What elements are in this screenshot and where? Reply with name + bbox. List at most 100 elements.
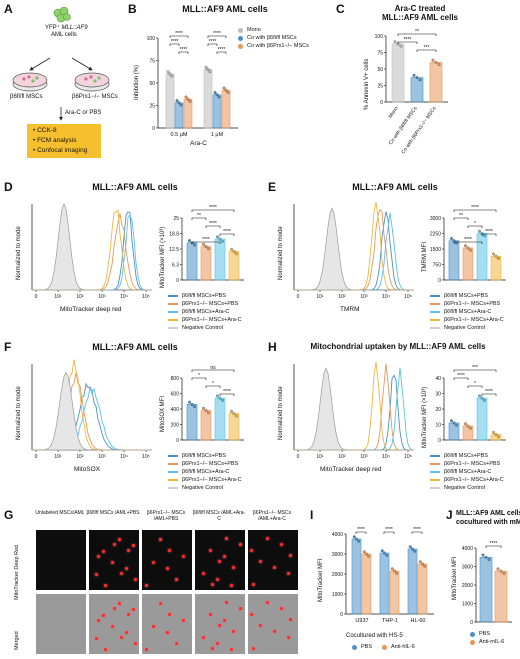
row-label-mitotracker: MitoTracker Deep Red xyxy=(14,544,20,600)
legend-swatch xyxy=(168,471,178,473)
red-signal-spot xyxy=(113,607,116,610)
panel-j-ylabel: MitoTracker MFI xyxy=(452,556,458,600)
red-signal-spot xyxy=(104,648,107,651)
panel-label-i: I xyxy=(310,508,314,522)
significance-label: **** xyxy=(209,39,217,45)
legend-label: β6fl/fl MSCs+PBS xyxy=(444,293,488,299)
significance-label: **** xyxy=(213,31,221,37)
histogram-curve xyxy=(32,359,152,451)
red-signal-spot xyxy=(225,601,228,604)
x-tick-label: 10⁴ xyxy=(120,294,128,300)
y-tick-label: 4000 xyxy=(332,532,343,538)
replicate-point xyxy=(483,234,486,238)
red-signal-spot xyxy=(175,578,178,581)
legend-label: β6Prx1−/− MSCs+Ara-C xyxy=(444,317,504,323)
panel-d-histogram: 0 10¹ 10² 10³ 10⁴ 10⁵ xyxy=(18,194,158,304)
replicate-point xyxy=(418,78,422,82)
red-signal-spot xyxy=(120,636,123,639)
red-signal-spot xyxy=(125,631,128,634)
legend-swatch xyxy=(168,463,178,465)
panel-f-hist-ylabel: Normalized to mode xyxy=(16,386,22,440)
bar-c xyxy=(391,43,405,103)
significance-label: * xyxy=(474,381,476,387)
x-tick-label: 10³ xyxy=(98,454,106,460)
replicate-point xyxy=(190,402,194,406)
replicate-point xyxy=(408,545,412,549)
significance-bracket xyxy=(178,51,189,54)
replicate-point xyxy=(362,550,366,554)
replicate-point xyxy=(204,65,208,69)
replicate-point xyxy=(385,553,389,557)
significance-bracket xyxy=(169,35,189,38)
replicate-point xyxy=(431,58,435,62)
red-signal-spot xyxy=(209,549,212,552)
red-signal-spot xyxy=(216,578,219,581)
replicate-point xyxy=(170,74,174,78)
replicate-point xyxy=(218,237,222,241)
panel-label-b: B xyxy=(128,2,137,16)
legend-swatch xyxy=(470,639,475,645)
x-tick-label: 0 xyxy=(35,294,38,300)
legend-label: β6Prx1−/− MSCs+PBS xyxy=(182,461,239,467)
legend-label: Negative Control xyxy=(182,485,223,491)
legend-item: β6Prx1−/− MSCs+Ara-C xyxy=(168,316,242,324)
replicate-point xyxy=(175,99,179,103)
significance-bracket xyxy=(191,241,221,244)
panel-c-chart: 0 25 50 75 100 Mono Co with β6fl/fl MSCs Co wit… xyxy=(360,22,480,162)
red-signal-spot xyxy=(97,555,100,558)
bar-condition xyxy=(214,397,226,441)
legend-swatch xyxy=(382,644,388,650)
significance-bracket xyxy=(219,233,235,236)
panel-c-title-2: MLL::AF9 AML cells xyxy=(381,13,458,22)
red-signal-spot xyxy=(95,637,98,640)
y-tick-label: 40 xyxy=(435,376,441,382)
significance-label: **** xyxy=(202,237,210,243)
red-signal-spot xyxy=(182,619,185,622)
red-signal-spot xyxy=(259,624,262,627)
red-signal-spot xyxy=(104,584,107,587)
red-signal-spot xyxy=(225,537,228,540)
red-signal-spot xyxy=(111,561,114,564)
replicate-point xyxy=(395,571,399,575)
replicate-point xyxy=(415,76,419,80)
legend-item: β6Prx1−/− MSCs+Ara-C xyxy=(430,476,504,484)
significance-bracket xyxy=(411,531,423,534)
mitotracker-image xyxy=(248,530,298,590)
significance-bracket xyxy=(481,233,497,236)
panel-h-legend: β6fl/fl MSCs+PBS β6Prx1−/− MSCs+PBS β6fl/f… xyxy=(430,452,504,492)
panel-f-title: MLL::AF9 AML cells xyxy=(92,342,178,352)
histogram-f-svg: 0 10¹ 10² 10³ 10⁴ 10⁵ xyxy=(31,359,152,460)
replicate-point xyxy=(222,86,226,90)
red-signal-spot xyxy=(168,613,171,616)
panel-c-ylabel: % Annexin V+ cells xyxy=(364,58,370,110)
mitotracker-image xyxy=(36,530,86,590)
significance-bracket xyxy=(383,531,395,534)
legend-item: Negative Control xyxy=(168,324,242,332)
legend-item: Negative Control xyxy=(430,324,504,332)
bar-i xyxy=(417,563,428,615)
replicate-point xyxy=(390,567,394,571)
replicate-point xyxy=(437,63,441,67)
legend-swatch xyxy=(168,479,178,481)
chart-i-svg: 0 1000 2000 3000 4000 U937 **** THP-1 **** HL-60 *… xyxy=(332,527,434,624)
histogram-h-svg: 0 10¹ 10² 10³ 10⁴ 10⁵ xyxy=(293,362,415,460)
replicate-point xyxy=(221,398,224,402)
legend-swatch xyxy=(430,319,440,321)
panel-i-xlabel: Cocultured with HS-5 xyxy=(346,633,403,639)
bars-d-svg: 06.312.518.825****************** xyxy=(169,205,244,284)
x-tick-label: 10⁴ xyxy=(120,454,128,460)
red-signal-spot xyxy=(132,608,135,611)
red-signal-spot xyxy=(273,630,276,633)
red-signal-spot xyxy=(111,625,114,628)
replicate-point xyxy=(423,564,427,568)
assay-item: • Confocal imaging xyxy=(33,147,88,154)
significance-bracket xyxy=(191,209,235,212)
red-signal-spot xyxy=(289,618,292,621)
panel-d-legend: β6fl/fl MSCs+PBS β6Prx1−/− MSCs+PBS β6fl/f… xyxy=(168,292,242,332)
legend-swatch xyxy=(238,35,243,41)
replicate-point xyxy=(166,70,170,74)
red-signal-spot xyxy=(289,554,292,557)
histogram-negative-control xyxy=(293,367,414,451)
histogram-curve xyxy=(32,209,152,291)
